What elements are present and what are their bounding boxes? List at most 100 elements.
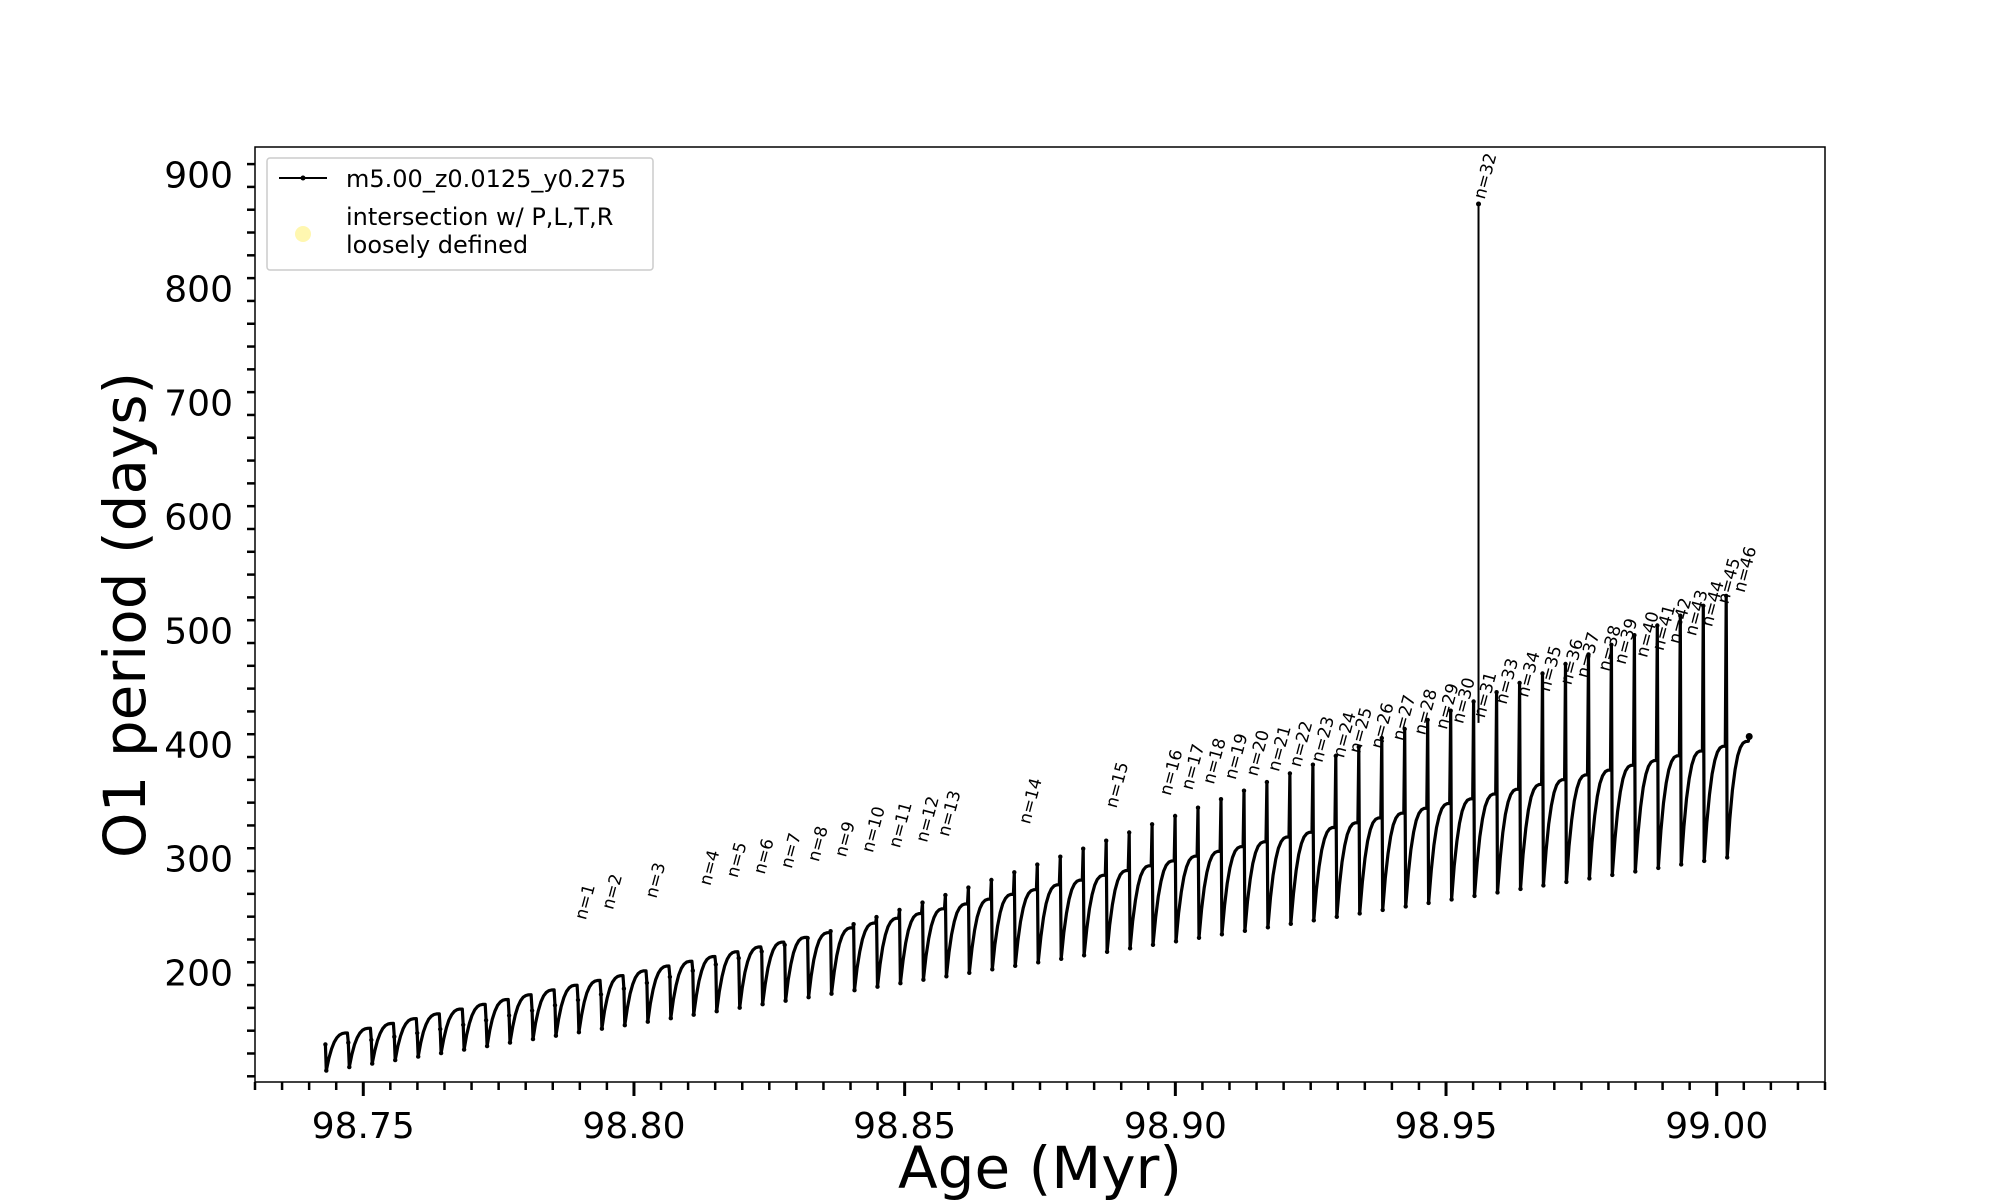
series-point	[369, 1037, 374, 1043]
series-point	[1288, 921, 1294, 926]
y-tick-label: 400	[164, 726, 233, 767]
series-point	[438, 1026, 443, 1032]
series-point	[483, 1018, 489, 1023]
series-point	[416, 1054, 421, 1059]
series-point	[668, 1016, 673, 1021]
series-point	[967, 970, 972, 975]
series-point	[1356, 744, 1362, 750]
legend-intersection-label-line2: loosely defined	[346, 231, 528, 259]
series-point	[943, 892, 948, 898]
series-point	[1242, 928, 1248, 933]
annotation-layer: n=1n=2 n=3 n=4n=5n=6n=7n=8n=9n=10n=11n=12n…	[571, 151, 1761, 922]
pulse-annotation: n=6	[750, 836, 779, 876]
pulse-annotation: n=8	[804, 824, 833, 864]
series-point	[760, 1002, 765, 1007]
series-point	[1311, 918, 1317, 923]
pulse-annotation: n=5	[723, 840, 752, 880]
series-point	[392, 1034, 397, 1039]
series-point	[323, 1042, 328, 1047]
outlier-spike-point	[1476, 201, 1482, 207]
series-point	[1725, 855, 1730, 860]
series-point	[1564, 879, 1569, 885]
series-point	[921, 977, 926, 982]
pulse-annotation: n=7	[777, 831, 806, 871]
pulse-annotation: n=3	[642, 860, 671, 900]
pulse-annotation: n=14	[1015, 776, 1046, 826]
x-axis: 98.75 98.80 98.85 98.90 98.95 99.00	[253, 1082, 1827, 1147]
series-point	[667, 974, 673, 980]
pulse-annotation: n=15	[1102, 760, 1133, 810]
series-point	[1633, 869, 1638, 874]
series-point	[1196, 935, 1202, 940]
series-point	[1058, 854, 1063, 859]
series-point	[966, 885, 971, 890]
series-point	[874, 914, 879, 920]
series-point	[1127, 830, 1132, 835]
series-point	[1059, 956, 1064, 961]
series-point	[1149, 822, 1155, 827]
series-point	[1540, 671, 1545, 676]
legend-series-dot-marker	[300, 175, 306, 181]
series-point	[621, 986, 627, 991]
legend-series-label: m5.00_z0.0125_y0.275	[346, 165, 626, 193]
series-point	[1310, 762, 1316, 767]
series-point	[1518, 886, 1523, 892]
x-tick-label: 98.75	[312, 1106, 415, 1147]
series-point	[828, 929, 833, 934]
series-point	[1449, 897, 1454, 902]
series-point	[1563, 661, 1568, 667]
series-point	[875, 984, 880, 989]
series-point	[829, 991, 834, 996]
series-point	[575, 997, 581, 1003]
series-point	[370, 1061, 375, 1066]
y-tick-label: 700	[164, 384, 233, 425]
y-tick-label: 300	[164, 840, 233, 881]
plot-area: n=1n=2 n=3 n=4n=5n=6n=7n=8n=9n=10n=11n=12n…	[254, 146, 1826, 1083]
x-tick-label: 98.80	[582, 1106, 685, 1147]
series-point	[598, 992, 604, 997]
series-point	[1334, 914, 1340, 919]
series-point	[714, 1009, 719, 1014]
series-point	[1678, 613, 1683, 618]
series-point	[690, 968, 695, 973]
series-point	[1036, 960, 1041, 965]
series-point	[1379, 735, 1385, 741]
series-point	[1081, 953, 1087, 958]
series-point	[852, 988, 857, 993]
y-tick-label: 500	[164, 612, 233, 653]
series-point	[461, 1047, 467, 1052]
series-point	[1081, 846, 1086, 851]
series-point	[1219, 932, 1225, 937]
series-point	[1012, 870, 1017, 875]
series-point	[1013, 963, 1018, 968]
series-point	[691, 1012, 696, 1017]
series-point	[1287, 771, 1293, 776]
series-point	[484, 1043, 490, 1049]
series-point	[1425, 717, 1430, 723]
series-point	[324, 1068, 329, 1073]
series-point	[1104, 838, 1109, 843]
series-point	[645, 1019, 650, 1024]
series-point	[552, 1003, 558, 1008]
series-point	[737, 1005, 742, 1010]
series-point	[1587, 876, 1592, 881]
y-tick-label: 200	[164, 954, 233, 995]
series-point	[1471, 699, 1476, 704]
series-point	[393, 1057, 398, 1063]
series-point	[1241, 788, 1247, 793]
series-point	[1150, 942, 1156, 947]
series-point	[1265, 925, 1271, 930]
series-point	[1632, 633, 1637, 638]
y-tick-label: 900	[164, 156, 233, 197]
series-point	[1173, 939, 1179, 944]
series-point	[1218, 797, 1224, 802]
series-point	[1494, 690, 1499, 695]
series-point	[782, 942, 787, 948]
series-point	[1679, 862, 1684, 867]
series-point	[1357, 911, 1362, 916]
y-tick-label: 600	[164, 498, 233, 539]
series-point	[805, 935, 810, 941]
series-point	[783, 998, 788, 1003]
series-point	[851, 922, 856, 927]
pulse-annotation: n=9	[831, 819, 860, 859]
